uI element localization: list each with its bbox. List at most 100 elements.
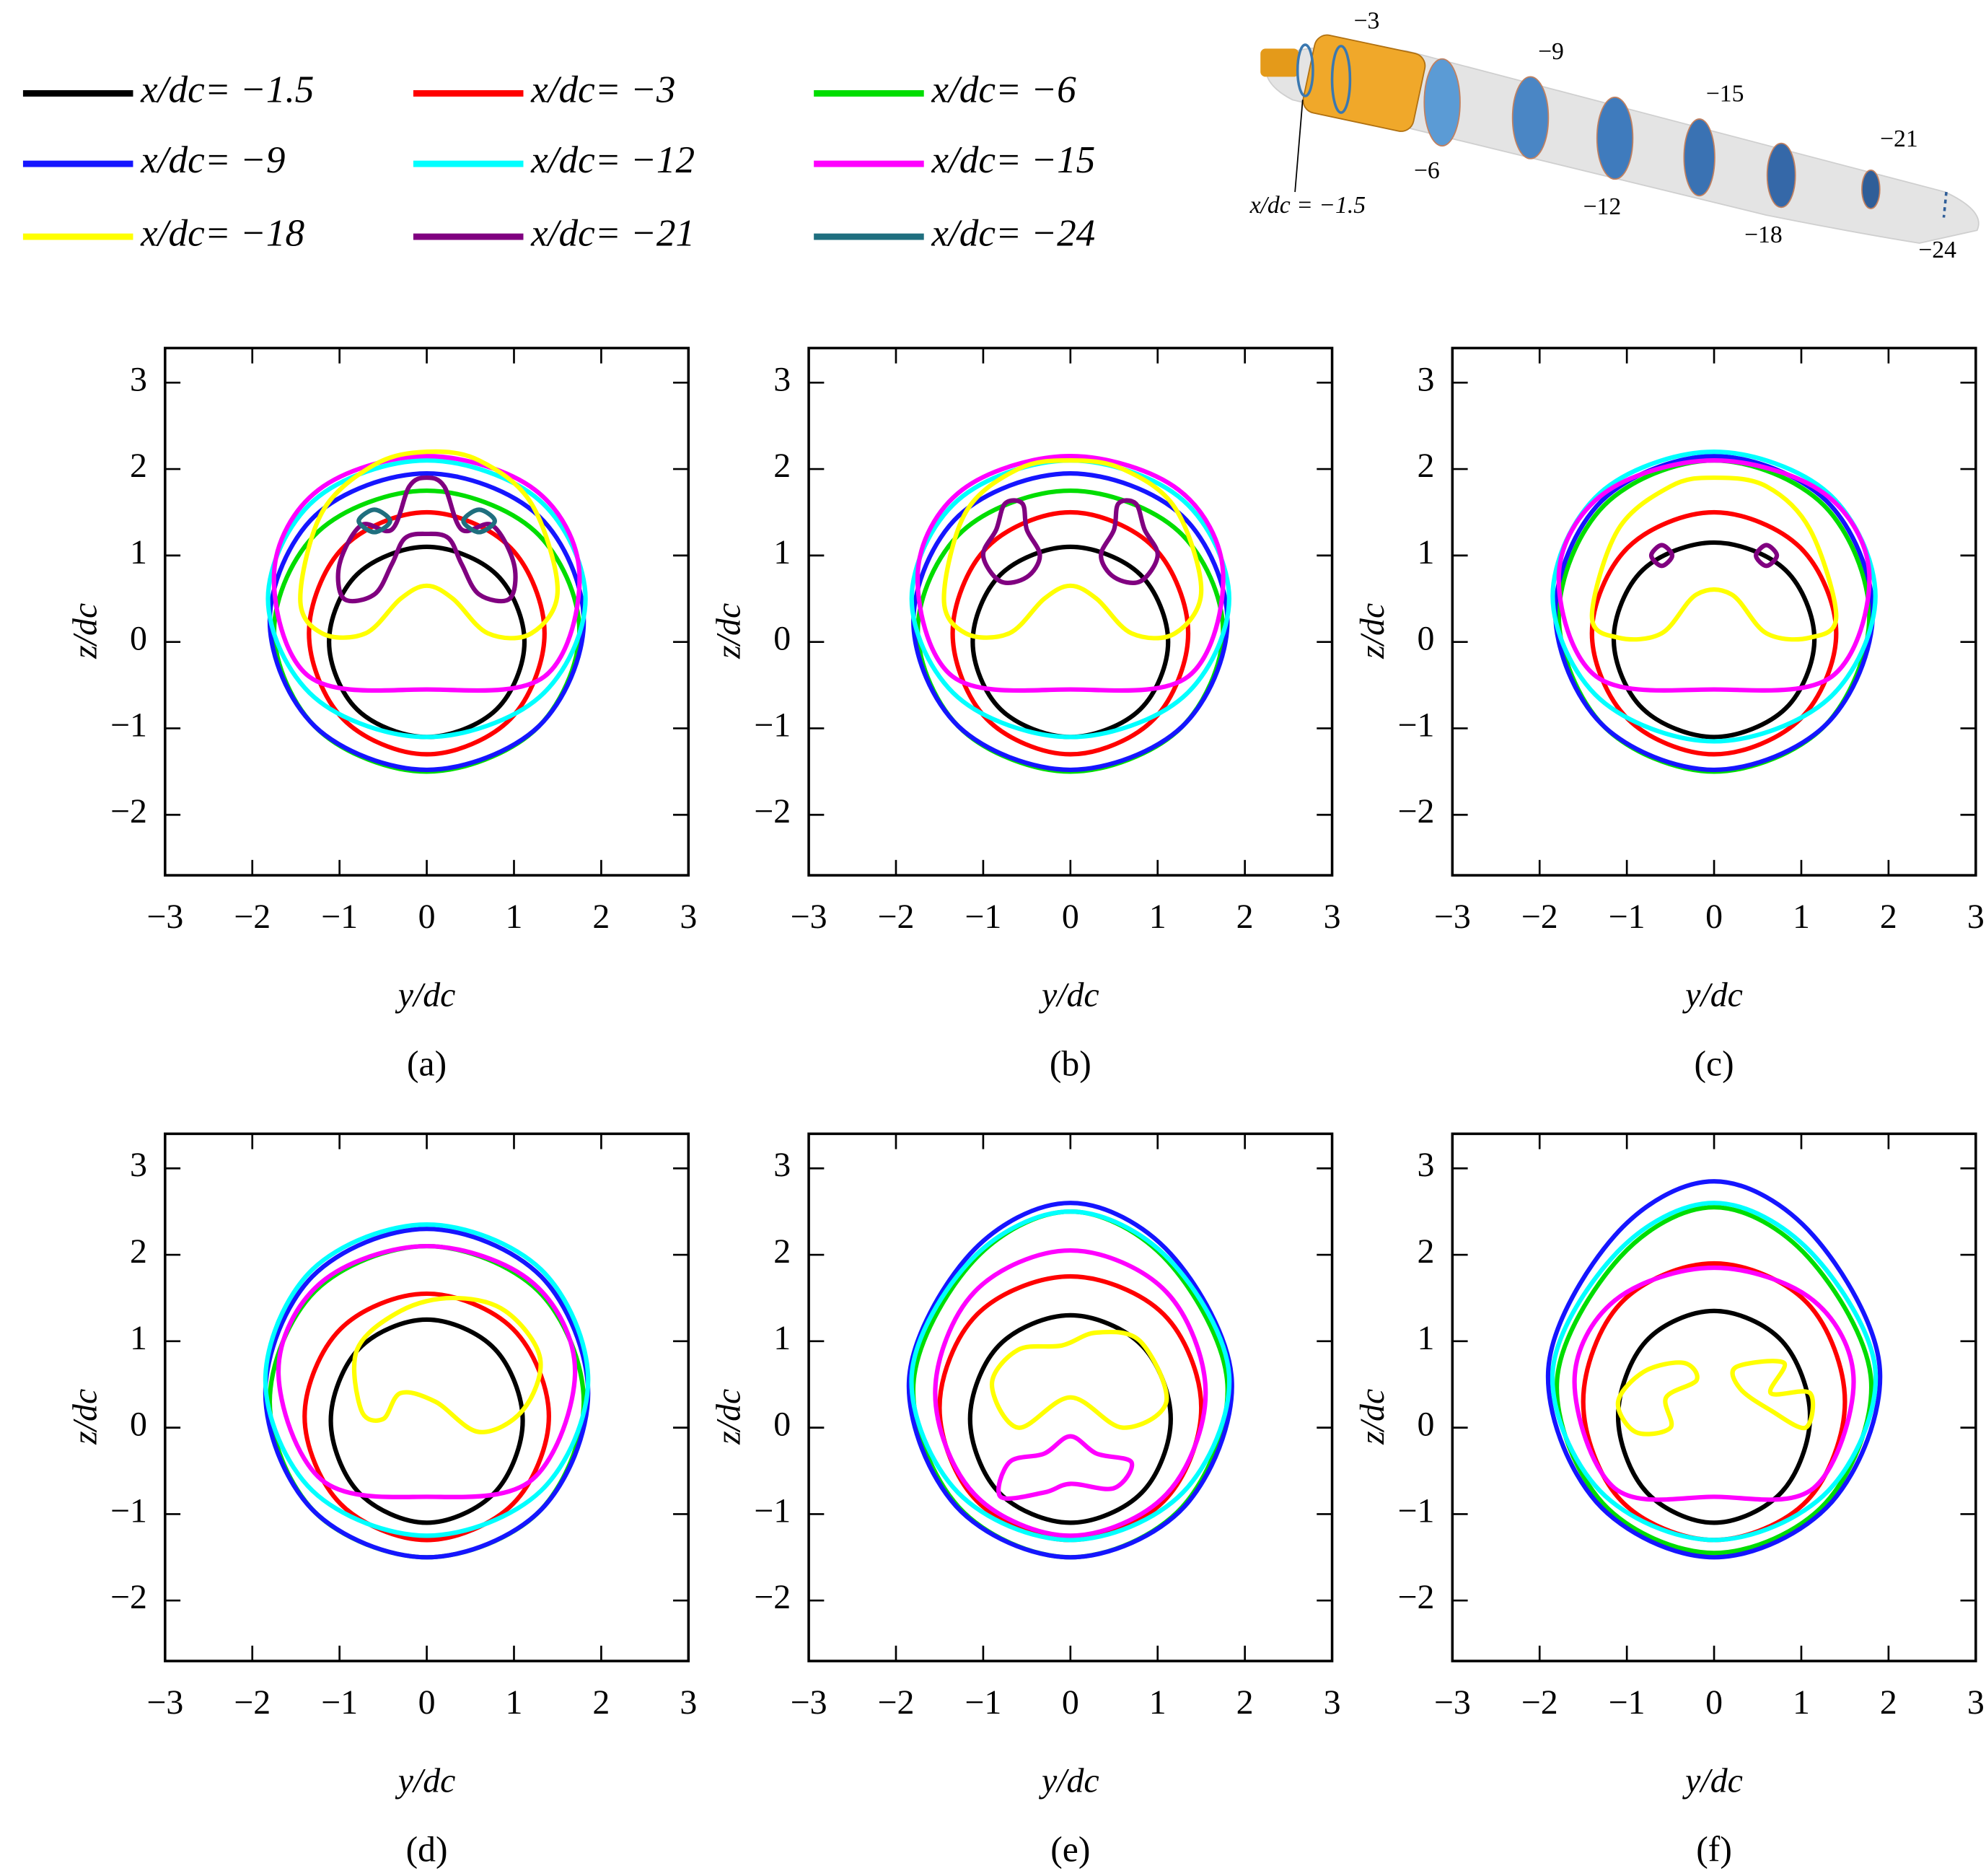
y-axis-label: z/dc bbox=[710, 603, 748, 659]
contour-line bbox=[1589, 509, 1839, 757]
contour-line bbox=[1589, 475, 1839, 642]
legend-label: x/dc= −3 bbox=[530, 69, 675, 111]
body bbox=[1302, 34, 1426, 132]
x-tick-label: −2 bbox=[1521, 1683, 1558, 1722]
inset-label: −18 bbox=[1744, 222, 1783, 248]
contour-line bbox=[906, 1201, 1234, 1560]
y-tick-label: 0 bbox=[773, 1406, 791, 1444]
contour-line bbox=[328, 1317, 525, 1525]
contour-line bbox=[970, 544, 1171, 740]
slice bbox=[1683, 118, 1715, 197]
y-tick-label: 2 bbox=[1418, 1232, 1435, 1271]
y-tick-label: −2 bbox=[110, 1578, 147, 1616]
contour-line bbox=[950, 509, 1191, 757]
x-tick-label: −2 bbox=[878, 898, 915, 936]
y-tick-label: 2 bbox=[773, 1232, 791, 1271]
plot-frame bbox=[1451, 1132, 1977, 1662]
panel-caption: (e) bbox=[1050, 1829, 1090, 1869]
contour-line bbox=[1550, 1201, 1879, 1543]
contour-line bbox=[327, 544, 527, 740]
contour-line bbox=[980, 498, 1160, 585]
legend-label: x/dc= −18 bbox=[140, 211, 304, 254]
x-tick-label: −2 bbox=[234, 898, 271, 936]
panel-caption: (f) bbox=[1696, 1829, 1732, 1869]
y-tick-label: 0 bbox=[130, 620, 147, 658]
y-tick-label: 2 bbox=[1418, 447, 1435, 485]
legend-label: x/dc= −24 bbox=[931, 211, 1095, 254]
y-tick-label: −1 bbox=[754, 706, 791, 744]
panel: −3 −2 −1 0 1 2 3 −2 −1 0 1 2 3 y/dc z/dc (b) bbox=[710, 346, 1341, 1084]
contour-line bbox=[1552, 454, 1876, 773]
x-tick-label: 2 bbox=[592, 898, 610, 936]
x-tick-label: 0 bbox=[1062, 1683, 1079, 1722]
plot-frame bbox=[164, 346, 690, 877]
x-tick-label: −2 bbox=[878, 1683, 915, 1722]
leader-line bbox=[1294, 100, 1304, 193]
y-tick-label: 0 bbox=[773, 620, 791, 658]
contour-line bbox=[276, 1243, 578, 1499]
panel: −3 −2 −1 0 1 2 3 −2 −1 0 1 2 3 y/dc z/dc (a) bbox=[66, 346, 697, 1084]
y-axis-label: z/dc bbox=[1353, 1389, 1392, 1445]
y-tick-label: 2 bbox=[130, 1232, 147, 1271]
y-tick-label: 3 bbox=[130, 1146, 147, 1184]
y-tick-label: −2 bbox=[1398, 1578, 1435, 1616]
inset-label: −9 bbox=[1538, 38, 1564, 65]
contour-line bbox=[263, 1227, 591, 1560]
x-tick-label: −1 bbox=[321, 1683, 358, 1722]
contour-line bbox=[307, 509, 547, 757]
contour-line bbox=[1556, 458, 1872, 693]
slice bbox=[1766, 142, 1796, 209]
contour-line bbox=[989, 1329, 1169, 1430]
inset-label: −6 bbox=[1414, 157, 1440, 184]
x-tick-label: −1 bbox=[321, 898, 358, 936]
y-tick-label: −2 bbox=[754, 1578, 791, 1616]
contour-line bbox=[356, 507, 497, 535]
y-tick-label: 1 bbox=[773, 1319, 791, 1357]
y-tick-label: 3 bbox=[773, 1146, 791, 1184]
contour-line bbox=[335, 475, 518, 604]
legend-label: x/dc= −15 bbox=[931, 139, 1095, 181]
inset-label: −15 bbox=[1706, 81, 1744, 108]
inset-render: −3 −9 −15 −21 −6 −12 −18 −24 x/dc = −1.5 bbox=[1249, 8, 1980, 263]
inset-label: −21 bbox=[1880, 126, 1918, 152]
y-tick-label: 2 bbox=[773, 447, 791, 485]
inset-label: −3 bbox=[1354, 8, 1380, 35]
x-tick-label: −3 bbox=[146, 1683, 183, 1722]
legend-label: x/dc= −21 bbox=[530, 211, 695, 254]
y-tick-label: 0 bbox=[130, 1406, 147, 1444]
x-tick-label: 3 bbox=[1324, 1683, 1341, 1722]
y-tick-label: 3 bbox=[130, 360, 147, 398]
x-tick-label: 0 bbox=[418, 1683, 436, 1722]
x-tick-label: −1 bbox=[1609, 898, 1646, 936]
x-tick-label: 3 bbox=[1967, 898, 1985, 936]
y-axis-label: z/dc bbox=[1353, 603, 1392, 659]
x-axis-label: y/dc bbox=[1039, 1761, 1099, 1800]
x-tick-label: 3 bbox=[680, 898, 697, 936]
x-axis-label: y/dc bbox=[1682, 976, 1743, 1014]
y-tick-label: 1 bbox=[773, 533, 791, 571]
x-tick-label: −1 bbox=[1609, 1683, 1646, 1722]
y-tick-label: −1 bbox=[1398, 1491, 1435, 1530]
x-tick-label: 1 bbox=[506, 898, 523, 936]
contour-line bbox=[933, 1248, 1208, 1538]
contour-line bbox=[1550, 450, 1878, 744]
y-tick-label: −2 bbox=[110, 792, 147, 830]
contour-line bbox=[915, 454, 1226, 693]
contour-line bbox=[302, 1291, 551, 1543]
x-tick-label: 3 bbox=[1324, 898, 1341, 936]
panel-caption: (b) bbox=[1050, 1044, 1091, 1084]
contour-line bbox=[1648, 543, 1780, 569]
x-tick-label: −3 bbox=[1434, 898, 1471, 936]
legend-label: x/dc= −12 bbox=[530, 139, 695, 181]
contour-line bbox=[1615, 1359, 1816, 1437]
panel-caption: (a) bbox=[407, 1044, 447, 1084]
plot-frame bbox=[1451, 346, 1977, 877]
contour-line bbox=[909, 1209, 1232, 1543]
x-tick-label: −3 bbox=[791, 1683, 827, 1722]
x-tick-label: 1 bbox=[506, 1683, 523, 1722]
x-axis-label: y/dc bbox=[395, 1761, 456, 1800]
contour-line bbox=[1611, 540, 1817, 740]
x-tick-label: 2 bbox=[1880, 1683, 1897, 1722]
x-tick-label: −1 bbox=[965, 1683, 1001, 1722]
panel-caption: (c) bbox=[1694, 1044, 1734, 1084]
